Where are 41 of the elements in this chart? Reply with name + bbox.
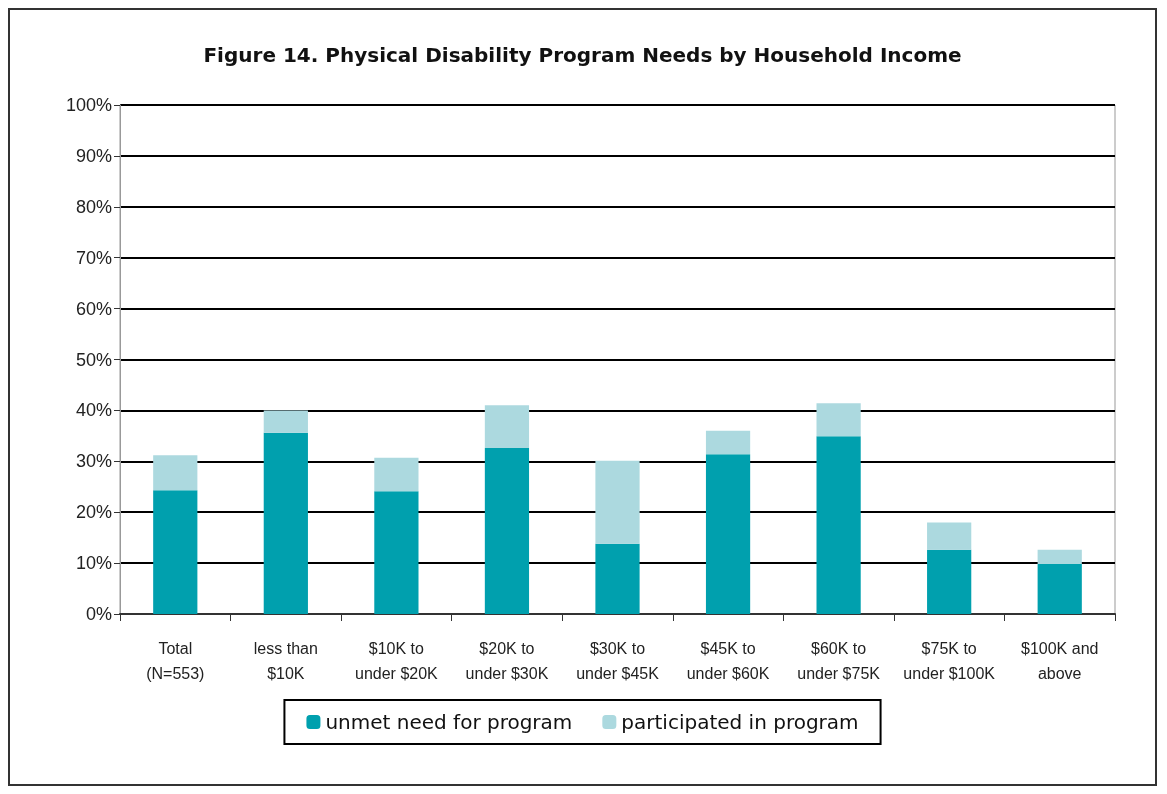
x-tick-label: Total (N=553) [146,640,205,682]
bar [374,491,419,614]
bar [595,543,640,614]
y-tick-label: 50% [75,349,112,370]
x-tick-label: $100K and above [1021,640,1099,682]
bar [263,410,308,433]
x-tick-label: $75K to under $100K [903,640,996,682]
y-tick-label: 30% [75,451,112,472]
y-tick-label: 10% [75,553,112,574]
bar [484,405,530,449]
bar [705,454,751,614]
bar [816,436,861,614]
bar [484,448,530,614]
x-tick-label: $30K to under $45K [576,640,660,682]
legend-label: participated in program [621,710,859,734]
y-tick-label: 20% [75,502,112,523]
bar [1037,564,1082,614]
bar [153,455,198,491]
bar [816,403,861,437]
x-tick-label: $45K to under $60K [686,640,770,682]
legend-label: unmet need for program [325,710,573,734]
bar [927,549,972,614]
y-tick-label: 0% [85,604,112,624]
bar [927,522,972,550]
bar [153,490,198,614]
bar [374,457,419,492]
y-tick-label: 40% [75,400,112,421]
bar [705,430,751,455]
y-tick-label: 90% [75,145,112,166]
bar [595,460,640,544]
y-tick-label: 60% [75,298,112,319]
y-tick-label: 70% [75,247,112,268]
bar [1037,549,1082,565]
x-tick-label: less than $10K [253,640,318,682]
x-tick-label: $10K to under $20K [355,640,439,682]
chart-title: Figure 14. Physical Disability Program Needs by Household Income [203,43,962,67]
x-tick-label: $20K to under $30K [465,640,549,682]
y-tick-label: 100% [65,95,112,115]
y-tick-label: 80% [75,196,112,217]
bar [263,432,308,614]
x-tick-label: $60K to under $75K [797,640,881,682]
